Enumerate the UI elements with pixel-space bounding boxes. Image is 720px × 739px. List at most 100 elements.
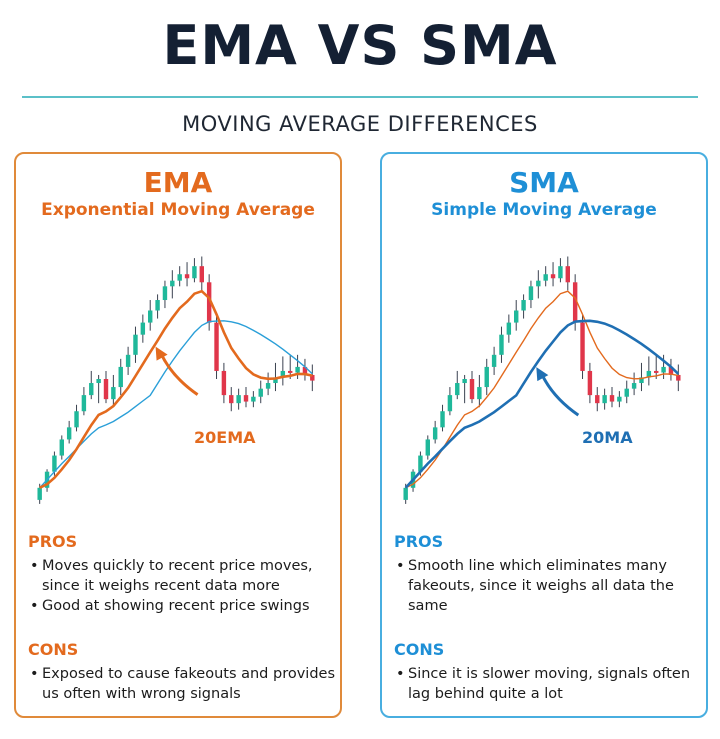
candle-body <box>184 274 190 279</box>
candle-body <box>631 383 637 389</box>
candle-body <box>288 370 293 373</box>
ema-panel: EMA Exponential Moving Average 20EMA PRO… <box>14 152 342 718</box>
candle-body <box>243 395 249 402</box>
candle-body <box>37 487 42 500</box>
page-title: EMA VS SMA <box>162 14 558 77</box>
candle-body <box>521 300 526 311</box>
candle-body <box>455 383 460 396</box>
list-item: Exposed to cause fakeouts and provides u… <box>30 664 347 704</box>
candle-body <box>81 395 87 412</box>
candle-body <box>543 274 548 281</box>
ema-line <box>39 289 313 489</box>
candle-body <box>462 379 467 384</box>
candle-body <box>550 274 556 279</box>
pointer-arrow-head <box>155 346 168 361</box>
candle-body <box>624 388 629 397</box>
pointer-arrow <box>159 352 199 396</box>
candle-body <box>595 395 600 404</box>
candle-body <box>236 395 241 404</box>
candle-body <box>609 395 615 402</box>
candle-body <box>425 439 430 456</box>
candle-body <box>66 427 72 440</box>
sma-heading: SMA <box>509 166 579 199</box>
candle-body <box>229 395 234 404</box>
candle-body <box>133 334 138 355</box>
candle-body <box>602 395 607 404</box>
candle-body <box>506 322 512 335</box>
candle-body <box>273 377 278 384</box>
candle-body <box>192 266 197 279</box>
candle-body <box>440 411 445 428</box>
ema-cons-heading: CONS <box>28 640 79 659</box>
candle-body <box>514 310 519 323</box>
candle-body <box>661 366 666 373</box>
sma-line <box>404 319 680 489</box>
sma-cons-list: Since it is slower moving, signals often… <box>394 664 713 704</box>
pointer-arrow-head <box>536 367 549 382</box>
candle-body <box>572 282 578 323</box>
candle-body <box>96 379 101 384</box>
candle-body <box>155 300 160 311</box>
candle-body <box>558 266 563 279</box>
candle-body <box>536 280 541 287</box>
candle-body <box>617 396 622 402</box>
candle-body <box>251 396 256 402</box>
sma-subheading: Simple Moving Average <box>431 200 657 220</box>
candle-body <box>499 334 504 355</box>
sma-line-label: 20MA <box>582 428 633 447</box>
list-item: Smooth line which eliminates many fakeou… <box>396 556 713 616</box>
candle-body <box>199 266 204 283</box>
candle-body <box>491 354 497 367</box>
secondary-average-line <box>405 290 679 489</box>
candle-body <box>206 282 212 323</box>
candle-body <box>89 383 94 396</box>
candle-body <box>52 455 57 472</box>
candle-body <box>103 379 109 400</box>
sma-panel: SMA Simple Moving Average 20MA PROS Smoo… <box>380 152 708 718</box>
candle-body <box>676 374 681 381</box>
candle-body <box>280 370 286 378</box>
sma-pros-heading: PROS <box>394 532 444 551</box>
list-item: Since it is slower moving, signals often… <box>396 664 713 704</box>
ema-pros-list: Moves quickly to recent price moves, sin… <box>28 556 347 616</box>
candle-body <box>668 366 674 375</box>
candle-body <box>418 455 423 472</box>
candle-body <box>484 366 489 388</box>
candle-body <box>295 366 300 373</box>
sma-cons-heading: CONS <box>394 640 445 659</box>
ema-line-label: 20EMA <box>194 428 256 447</box>
candle-body <box>447 395 453 412</box>
candle-body <box>587 370 593 396</box>
candle-body <box>74 411 79 428</box>
candle-body <box>118 366 123 388</box>
secondary-average-line <box>39 320 313 489</box>
candle-body <box>148 310 153 323</box>
candle-body <box>214 322 219 371</box>
candle-body <box>111 387 116 400</box>
ema-candlestick-chart <box>37 256 315 504</box>
ema-pros-heading: PROS <box>28 532 78 551</box>
candle-body <box>140 322 146 335</box>
list-item: Moves quickly to recent price moves, sin… <box>30 556 347 596</box>
candle-body <box>469 379 475 400</box>
candle-body <box>302 366 308 375</box>
candle-body <box>258 388 263 397</box>
sma-candlestick-chart <box>403 256 681 504</box>
candle-body <box>162 286 168 301</box>
sma-pros-list: Smooth line which eliminates many fakeou… <box>394 556 713 616</box>
ema-cons-list: Exposed to cause fakeouts and provides u… <box>28 664 347 704</box>
ema-subheading: Exponential Moving Average <box>41 200 315 220</box>
candle-body <box>125 354 131 367</box>
candle-body <box>403 487 408 500</box>
candle-body <box>170 280 175 287</box>
list-item: Good at showing recent price swings <box>30 596 347 616</box>
ema-heading: EMA <box>143 166 213 199</box>
candle-body <box>654 370 659 373</box>
title-divider <box>22 96 698 98</box>
candle-body <box>432 427 438 440</box>
candle-body <box>477 387 482 400</box>
candle-body <box>565 266 570 283</box>
candle-body <box>528 286 534 301</box>
candle-body <box>646 370 652 378</box>
pointer-arrow <box>539 372 580 417</box>
